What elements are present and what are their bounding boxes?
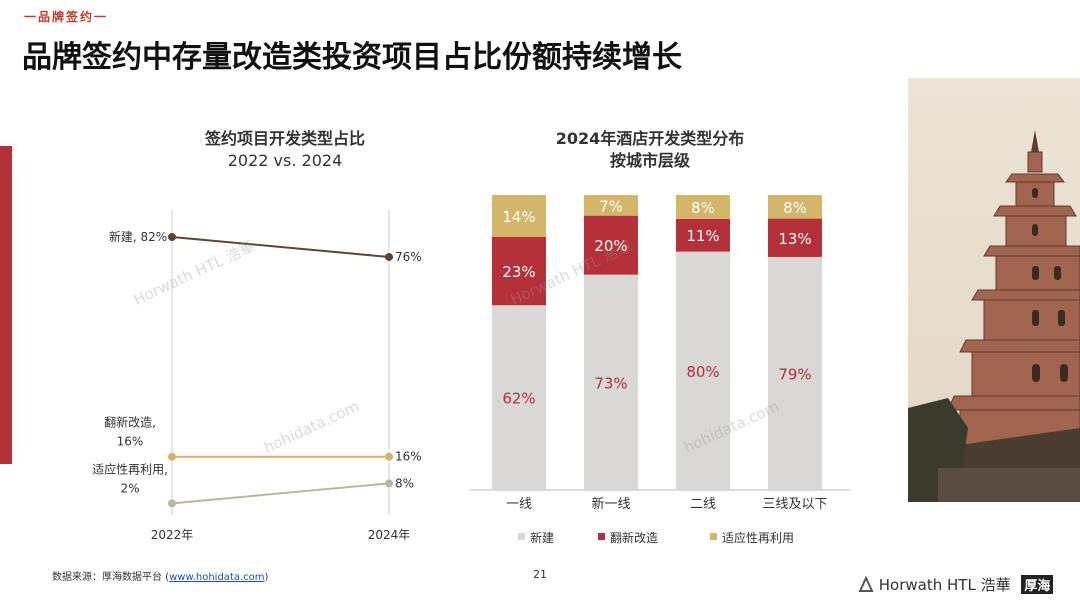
bar-chart-title: 2024年酒店开发类型分布 按城市层级	[520, 128, 780, 172]
point-2024-2	[385, 479, 393, 488]
bar-seg-0-2	[492, 195, 546, 237]
line-chart-title-text: 签约项目开发类型占比	[204, 129, 365, 148]
bar-seg-1-0	[584, 274, 638, 490]
bar-label-1-1: 20%	[594, 237, 627, 255]
category-label-2: 二线	[690, 497, 716, 512]
left-label-1-1: 16%	[117, 435, 144, 449]
line-chart-subtitle: 2022 vs. 2024	[227, 151, 343, 170]
left-label-0-0: 新建, 82%	[109, 229, 167, 244]
line-chart: 新建, 82% 76% 翻新改造, 16% 16% 适应性再利用, 2% 8% 2022年 202…	[92, 210, 422, 542]
bar-label-0-1: 23%	[502, 263, 535, 281]
point-2024-1	[385, 452, 393, 461]
footer-logo: Horwath HTL 浩華 厚海	[858, 574, 1054, 595]
bar-chart: 62% 23% 14% 一线 73% 20% 7% 新一线 80% 11% 8% 二线 79% 13% 8%…	[470, 195, 850, 545]
source-label: 数据来源：厚海数据平台 (	[52, 572, 170, 583]
point-2022-2	[168, 499, 176, 508]
right-label-0: 76%	[395, 250, 422, 264]
hohi-logo: 厚海	[1021, 575, 1054, 594]
bar-label-2-2: 8%	[691, 199, 715, 217]
bar-seg-3-0	[768, 256, 822, 490]
bar-chart-subtitle: 按城市层级	[609, 151, 690, 170]
bar-seg-1-2	[584, 195, 638, 216]
series-line-0	[171, 235, 390, 258]
bar-chart-title-text: 2024年酒店开发类型分布	[555, 129, 745, 148]
source-note: 数据来源：厚海数据平台 (www.hohidata.com)	[52, 568, 268, 583]
page-number: 21	[533, 568, 547, 581]
horwath-logo-icon	[858, 575, 874, 592]
category-label-1: 新一线	[591, 496, 630, 512]
source-close: )	[264, 572, 269, 583]
page-title: 品牌签约中存量改造类投资项目占比份额持续增长	[22, 40, 682, 75]
bar-label-2-1: 11%	[686, 227, 719, 245]
section-kicker: 一品牌签约一	[24, 10, 109, 24]
bar-label-3-2: 8%	[783, 199, 807, 217]
source-link[interactable]: www.hohidata.com	[169, 572, 265, 583]
point-2022-1	[168, 452, 176, 461]
legend-swatch-2	[710, 533, 717, 540]
left-label-2-0: 适应性再利用,	[92, 461, 168, 476]
bar-seg-1-1	[584, 215, 638, 275]
legend-swatch-0	[518, 533, 525, 540]
bar-seg-0-1	[492, 236, 546, 306]
left-label-1-0: 翻新改造,	[104, 415, 156, 430]
bar-label-3-0: 79%	[778, 365, 811, 383]
point-2022-0	[168, 232, 176, 241]
category-label-3: 三线及以下	[762, 497, 827, 512]
bar-label-1-2: 7%	[599, 197, 623, 215]
bar-seg-2-0	[676, 251, 730, 490]
bar-seg-3-2	[768, 195, 822, 219]
legend-label-1: 翻新改造	[610, 530, 658, 545]
bar-seg-0-0	[492, 305, 546, 490]
point-2024-0	[385, 252, 393, 261]
pagoda-photo	[908, 78, 1080, 502]
right-label-1: 16%	[395, 450, 422, 464]
bar-label-3-1: 13%	[778, 230, 811, 248]
bar-label-0-0: 62%	[502, 390, 535, 408]
bar-seg-2-1	[676, 218, 730, 252]
accent-bar	[0, 146, 12, 464]
line-chart-title: 签约项目开发类型占比 2022 vs. 2024	[170, 128, 400, 172]
bar-label-2-0: 80%	[686, 363, 719, 381]
horwath-logo-text: Horwath HTL 浩華	[878, 576, 1011, 594]
legend-label-2: 适应性再利用	[722, 530, 794, 545]
category-label-0: 一线	[506, 497, 532, 512]
x-tick-0: 2022年	[151, 528, 194, 542]
legend-label-0: 新建	[530, 530, 554, 545]
left-label-2-1: 2%	[120, 481, 139, 495]
bar-label-1-0: 73%	[594, 374, 627, 392]
right-label-2: 8%	[395, 476, 414, 490]
bar-label-0-2: 14%	[502, 208, 535, 226]
series-line-2	[171, 482, 390, 505]
bar-seg-2-2	[676, 195, 730, 219]
bar-seg-3-1	[768, 218, 822, 257]
x-tick-1: 2024年	[368, 528, 411, 542]
legend-swatch-1	[598, 533, 605, 540]
